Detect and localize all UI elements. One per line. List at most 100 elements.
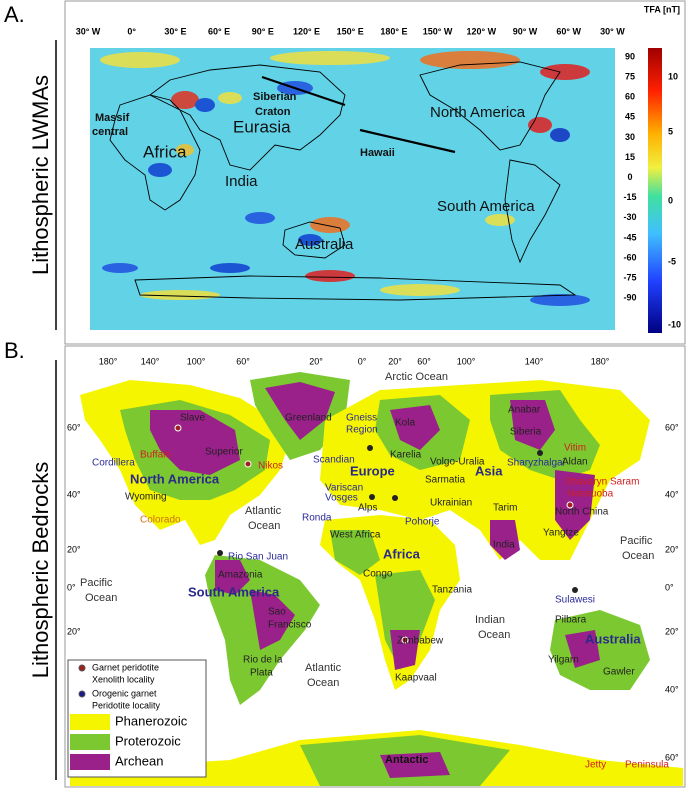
- longitude-label: 150° W: [423, 26, 453, 36]
- side-title: Lithospheric Bedrocks: [28, 462, 53, 678]
- longitude-label: 60° E: [208, 26, 230, 36]
- place-label: Atlantic: [305, 662, 342, 674]
- latitude-label: 60°: [665, 752, 679, 762]
- latitude-label: 20°: [665, 544, 679, 554]
- place-label: Jetty: [585, 760, 606, 771]
- place-label: Ronda: [302, 513, 332, 524]
- place-label: Scandian: [313, 455, 355, 466]
- place-label: Pacific: [620, 535, 653, 547]
- place-label: Shavaryn: [565, 477, 607, 488]
- place-label: Sharyzhalgai: [507, 458, 565, 469]
- region-label: India: [225, 173, 258, 190]
- longitude-label: 20°: [388, 356, 402, 366]
- longitude-label: 140°: [141, 356, 160, 366]
- longitude-label: 60°: [236, 356, 250, 366]
- longitude-label: 120° E: [293, 26, 320, 36]
- place-label: Sulawesi: [555, 595, 595, 606]
- place-label: Kaapvaal: [395, 673, 437, 684]
- place-label: Hannuoba: [567, 489, 614, 500]
- latitude-label: 45: [625, 112, 635, 122]
- bedrock-map: [70, 372, 683, 786]
- place-label: Ocean: [307, 677, 339, 689]
- place-label: Buffalo: [140, 450, 171, 461]
- place-label: India: [493, 540, 515, 551]
- place-label: Tarim: [493, 503, 517, 514]
- region-label: Africa: [143, 142, 187, 161]
- longitude-label: 120° W: [466, 26, 496, 36]
- place-label: Ukrainian: [430, 498, 472, 509]
- legend-label: Xenolith locality: [92, 674, 155, 684]
- place-label: Volgo-Uralia: [430, 457, 485, 468]
- place-label: Sarmatia: [425, 475, 465, 486]
- legend-label: Proterozoic: [115, 733, 181, 748]
- latitude-label: 40°: [665, 684, 679, 694]
- place-label: Colorado: [140, 515, 181, 526]
- place-label: Arctic Ocean: [385, 371, 448, 383]
- place-label: Nikos: [258, 461, 283, 472]
- latitude-label: 15: [625, 152, 635, 162]
- legend: [67, 659, 207, 778]
- place-label: Antactic: [385, 754, 428, 766]
- place-label: Australia: [585, 631, 641, 646]
- longitude-label: 180°: [591, 356, 610, 366]
- colorbar-tick-label: 5: [668, 126, 673, 136]
- latitude-label: 0°: [67, 582, 76, 592]
- latitude-label: 40°: [665, 489, 679, 499]
- latitude-label: 60°: [67, 422, 81, 432]
- place-label: Gawler: [603, 667, 635, 678]
- longitude-label: 30° W: [600, 26, 625, 36]
- longitude-label: 30° W: [76, 26, 101, 36]
- latitude-label: 30: [625, 132, 635, 142]
- legend-label: Peridotite locality: [92, 700, 161, 710]
- place-label: Ocean: [85, 592, 117, 604]
- longitude-label: 100°: [187, 356, 206, 366]
- place-label: North America: [130, 471, 220, 486]
- latitude-label: -75: [623, 272, 636, 282]
- place-label: West Africa: [330, 530, 381, 541]
- latitude-label: -90: [623, 293, 636, 303]
- place-label: Cordillera: [92, 458, 135, 469]
- latitude-label: 60°: [665, 422, 679, 432]
- place-label: Ocean: [622, 550, 654, 562]
- latitude-label: 0: [627, 172, 632, 182]
- colorbar-tick-label: -5: [668, 256, 676, 266]
- legend-label: Phanerozoic: [115, 713, 188, 728]
- latitude-label: 0°: [665, 582, 674, 592]
- legend-label: Garnet peridotite: [92, 662, 159, 672]
- place-label: Superior: [205, 447, 243, 458]
- place-label: Europe: [350, 463, 395, 478]
- longitude-label: 30° E: [164, 26, 186, 36]
- longitude-label: 180° E: [380, 26, 407, 36]
- region-label: Hawaii: [360, 147, 395, 159]
- longitude-label: 90° W: [513, 26, 538, 36]
- place-label: Africa: [383, 546, 421, 561]
- longitude-label: 60°: [417, 356, 431, 366]
- region-label: central: [92, 126, 128, 138]
- latitude-label: 60: [625, 92, 635, 102]
- place-label: Region: [346, 425, 378, 436]
- place-label: Peninsula: [625, 760, 669, 771]
- place-label: Wyoming: [125, 492, 167, 503]
- latitude-label: 40°: [67, 489, 81, 499]
- place-label: Pohorje: [405, 517, 440, 528]
- locality-markers: [174, 424, 578, 644]
- colorbar-tick-label: 10: [668, 71, 678, 81]
- region-label: Siberian: [253, 91, 297, 103]
- longitude-label: 60° W: [556, 26, 581, 36]
- place-label: Rio de la: [243, 655, 283, 666]
- latitude-label: 20°: [665, 626, 679, 636]
- place-label: Rio San Juan: [228, 552, 288, 563]
- place-label: Kola: [395, 418, 415, 429]
- place-label: Congo: [363, 569, 393, 580]
- place-label: North China: [555, 507, 609, 518]
- place-label: Pacific: [80, 577, 113, 589]
- longitude-label: 150° E: [337, 26, 364, 36]
- place-label: Atlantic: [245, 505, 282, 517]
- side-title: Lithospheric LWMAs: [28, 75, 53, 275]
- longitude-label: 100°: [457, 356, 476, 366]
- colorbar-tick-label: 0: [668, 195, 673, 205]
- place-label: Indian: [475, 614, 505, 626]
- place-label: Tanzania: [432, 585, 472, 596]
- place-label: Slave: [180, 413, 205, 424]
